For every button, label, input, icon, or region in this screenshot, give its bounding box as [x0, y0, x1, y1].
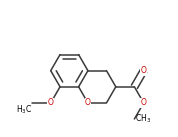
Text: CH$_3$: CH$_3$: [135, 113, 152, 125]
Text: O: O: [85, 98, 91, 107]
Text: O: O: [141, 98, 147, 107]
Text: O: O: [48, 98, 54, 107]
Text: O: O: [141, 66, 147, 75]
Text: H$_3$C: H$_3$C: [16, 104, 32, 116]
